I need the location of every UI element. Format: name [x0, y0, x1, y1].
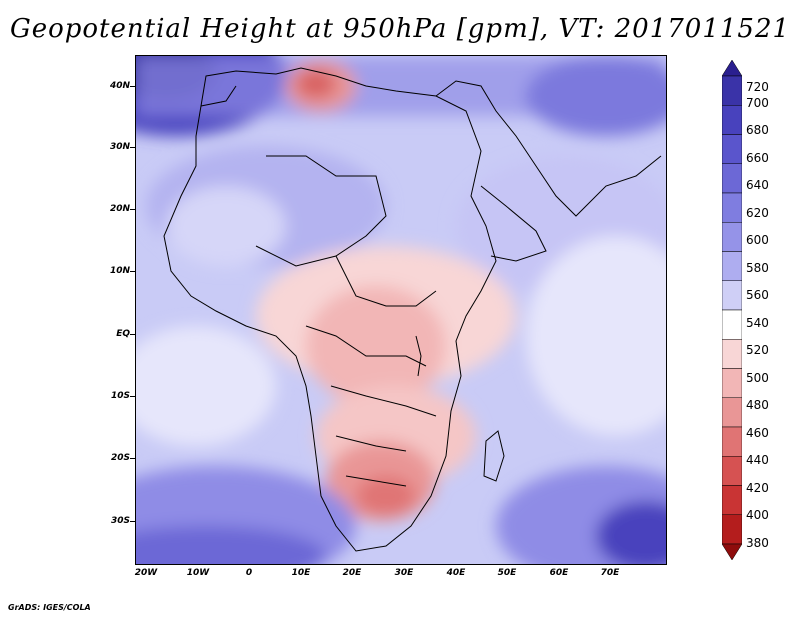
lon-label-30e: 30E — [394, 568, 414, 578]
lon-label-10w: 10W — [186, 568, 210, 578]
colorbar-level-label: 440 — [746, 453, 769, 467]
colorbar-level-label: 720 — [746, 80, 769, 94]
lat-tick — [130, 147, 135, 148]
lat-label-10n: 10N — [109, 266, 130, 276]
colorbar-level-label: 420 — [746, 481, 769, 495]
colorbar-segment — [722, 426, 742, 457]
grads-credit: GrADS: IGES/COLA — [8, 603, 91, 612]
lat-tick — [130, 396, 135, 397]
colorbar-level-label: 660 — [746, 151, 769, 165]
lat-label-eq: EQ — [116, 329, 130, 339]
lat-tick — [130, 334, 135, 335]
colorbar-level-label: 620 — [746, 206, 769, 220]
lon-label-20w: 20W — [134, 568, 158, 578]
colorbar-top-arrow — [722, 60, 742, 77]
colorbar-segment — [722, 397, 742, 428]
colorbar-level-label: 520 — [746, 343, 769, 357]
lat-label-30n: 30N — [109, 142, 130, 152]
coastlines — [163, 67, 662, 552]
lat-tick — [130, 458, 135, 459]
colorbar-level-label: 400 — [746, 508, 769, 522]
colorbar-segment — [722, 105, 742, 135]
lon-label-50e: 50E — [497, 568, 517, 578]
colorbar-level-label: 540 — [746, 316, 769, 330]
lat-label-40n: 40N — [109, 81, 130, 91]
colorbar-segment — [722, 192, 742, 223]
map-title: Geopotential Height at 950hPa [gpm], VT:… — [9, 14, 791, 44]
colorbar-segment — [722, 368, 742, 398]
colorbar-segment — [722, 514, 742, 545]
colorbar-segment — [722, 163, 742, 194]
lat-label-20s: 20S — [110, 453, 130, 463]
colorbar-bottom-arrow — [722, 543, 742, 560]
colorbar-level-label: 640 — [746, 178, 769, 192]
lat-label-30s: 30S — [110, 516, 130, 526]
geopotential-map — [136, 56, 666, 564]
lat-tick — [130, 521, 135, 522]
colorbar — [722, 60, 742, 560]
colorbar-level-label: 460 — [746, 426, 769, 440]
colorbar-segment — [722, 456, 742, 486]
colorbar-level-label: 580 — [746, 261, 769, 275]
lat-tick — [130, 271, 135, 272]
lat-tick — [130, 209, 135, 210]
lon-label-60e: 60E — [549, 568, 569, 578]
lon-label-40e: 40E — [446, 568, 466, 578]
colorbar-segment — [722, 280, 742, 311]
lat-label-10s: 10S — [110, 391, 130, 401]
lon-label-10e: 10E — [291, 568, 311, 578]
colorbar-segment — [722, 75, 742, 106]
colorbar-segment — [722, 485, 742, 515]
colorbar-segment — [722, 222, 742, 252]
lon-label-70e: 70E — [600, 568, 620, 578]
colorbar-level-label: 480 — [746, 398, 769, 412]
colorbar-level-label: 600 — [746, 233, 769, 247]
colorbar-level-label: 380 — [746, 536, 769, 550]
colorbar-level-label: 500 — [746, 371, 769, 385]
colorbar-level-label: 700 — [746, 96, 769, 110]
colorbar-level-label: 560 — [746, 288, 769, 302]
colorbar-level-label: 680 — [746, 123, 769, 137]
lat-label-20n: 20N — [109, 204, 130, 214]
lon-label-0: 0 — [245, 568, 253, 578]
colorbar-segment — [722, 134, 742, 164]
colorbar-segment — [722, 251, 742, 281]
colorbar-segment — [722, 309, 742, 340]
map-plot-area — [135, 55, 667, 565]
lat-tick — [130, 86, 135, 87]
colorbar-segment — [722, 339, 742, 369]
lon-label-20e: 20E — [342, 568, 362, 578]
